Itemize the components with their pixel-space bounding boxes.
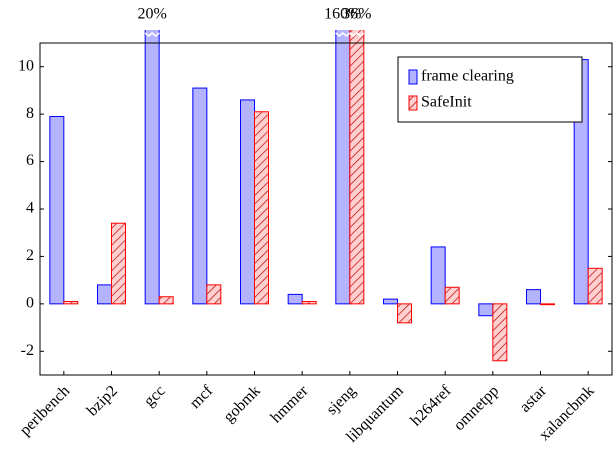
x-tick-label: gcc [141,382,169,410]
bar [430,246,446,305]
y-tick-label: 6 [26,152,34,169]
break-mark [144,32,160,37]
x-tick-label: mcf [187,382,217,412]
y-tick-label: 0 [26,295,34,312]
bar [192,87,208,305]
x-tick-label: perlbench [17,382,74,439]
value-label: 20% [138,6,167,23]
value-label: 36% [342,6,371,23]
bar [111,222,126,305]
x-tick-label: astar [517,382,551,416]
x-tick-label: h264ref [407,382,455,430]
bar [492,303,508,362]
x-tick-label: hmmer [268,382,313,427]
bar [335,30,351,305]
x-tick-label: bzip2 [84,382,121,419]
bar [526,289,541,305]
break-mark [335,32,351,37]
bar [158,296,174,305]
y-tick-label: 10 [18,57,34,74]
bar [587,267,603,305]
x-tick-label: gobmk [220,382,263,425]
bar [97,284,112,305]
bars [49,30,603,362]
bar [301,300,317,305]
bar [383,298,398,305]
x-tick-label: sjeng [323,382,359,418]
legend-swatch [408,95,418,111]
legend-label: SafeInit [421,94,472,111]
bar [254,111,269,305]
value-label: 160% [324,6,361,23]
bar [540,303,555,306]
y-tick-label: -2 [21,342,34,359]
bar [287,293,303,305]
bar [397,303,412,324]
legend-label: frame clearing [421,68,514,85]
bar [444,286,460,305]
bar [349,30,365,305]
y-tick-label: 4 [26,200,34,217]
y-tick-label: 2 [26,247,34,264]
bar [144,30,160,305]
bar [49,116,65,305]
bar [206,284,222,305]
break-mark [349,32,365,37]
bar [478,303,494,317]
bar [240,99,255,305]
y-tick-label: 8 [26,105,34,122]
legend-box [397,56,583,123]
legend-swatch [408,69,418,85]
bar [63,300,79,305]
x-tick-label: omnetpp [451,382,503,434]
